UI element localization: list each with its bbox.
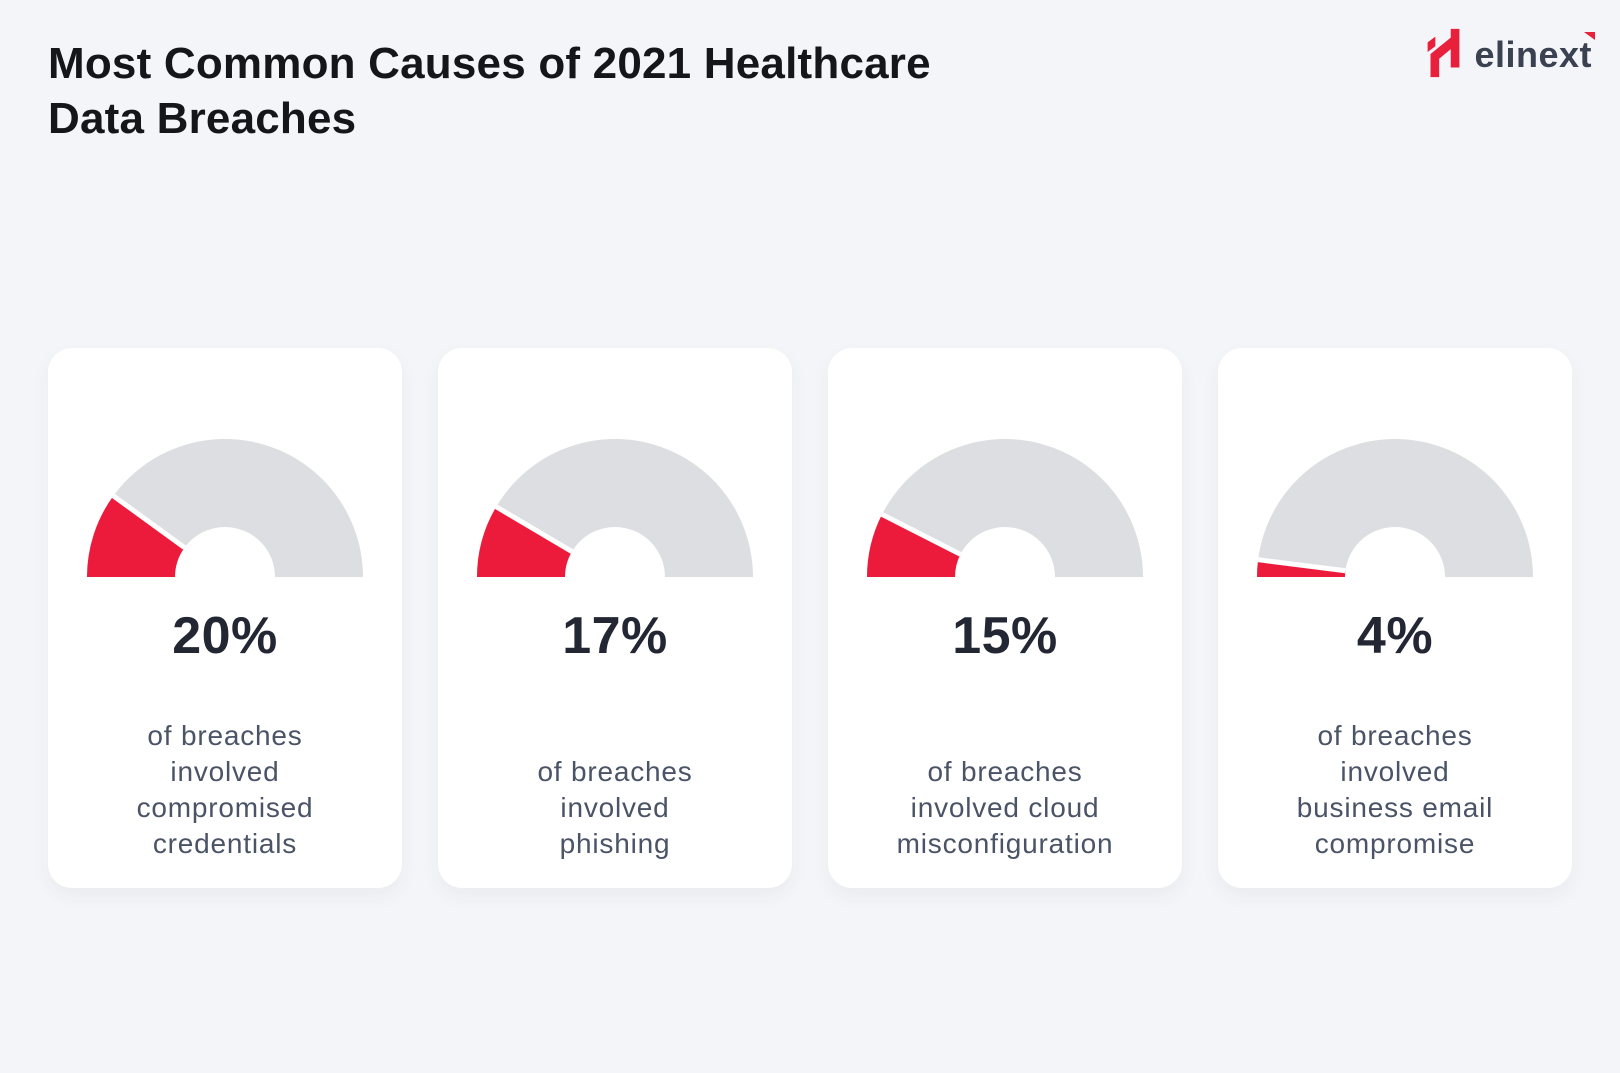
elinext-logo-icon: [1428, 28, 1460, 78]
elinext-logo-wordmark: elinext: [1474, 32, 1595, 75]
gauge-separator: [1257, 557, 1346, 574]
percentage-value: 4%: [1356, 607, 1434, 665]
card-business-email-compromise: 4% of breaches involved business email c…: [1218, 348, 1572, 888]
percentage-value: 20%: [172, 607, 278, 665]
page-title: Most Common Causes of 2021 Healthcare Da…: [48, 39, 931, 143]
percentage-description: of breaches involved compromised credent…: [136, 720, 314, 859]
elinext-logo-text: elinext: [1474, 34, 1592, 75]
percentage-value: 15%: [952, 607, 1058, 665]
percentage-description: of breaches involved cloud misconfigurat…: [896, 756, 1114, 859]
card-phishing: 17% of breaches involved phishing: [438, 348, 792, 888]
gauge-chart-phishing: [477, 439, 753, 577]
gauge-value-segment: [87, 495, 185, 577]
gauge-value-segment: [867, 514, 961, 577]
percentage-description: of breaches involved phishing: [537, 756, 693, 859]
percentage-description: of breaches involved business email comp…: [1296, 720, 1494, 859]
gauge-separator: [880, 512, 962, 557]
gauge-track: [1257, 439, 1533, 577]
gauge-chart-business-email-compromise: [1257, 439, 1533, 577]
logo-t-accent-icon: [1584, 32, 1595, 40]
gauge-separator: [111, 493, 187, 550]
percentage-value: 17%: [562, 607, 668, 665]
gauge-cards-row: 20% of breaches involved compromised cre…: [48, 348, 1572, 888]
gauge-separator: [494, 504, 574, 554]
card-compromised-credentials: 20% of breaches involved compromised cre…: [48, 348, 402, 888]
gauge-chart-compromised-credentials: [87, 439, 363, 577]
gauge-chart-cloud-misconfiguration: [867, 439, 1143, 577]
gauge-value-segment: [477, 506, 572, 577]
elinext-logo: elinext: [1427, 27, 1595, 79]
card-cloud-misconfiguration: 15% of breaches involved cloud misconfig…: [828, 348, 1182, 888]
